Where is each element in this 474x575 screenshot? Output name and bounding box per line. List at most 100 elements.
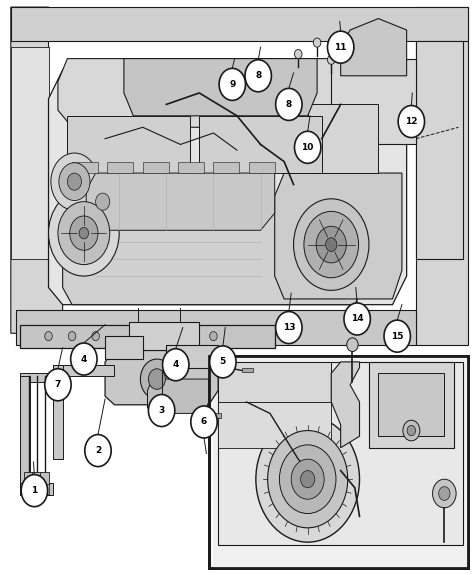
Polygon shape: [20, 373, 55, 382]
Text: 6: 6: [201, 417, 207, 427]
Circle shape: [291, 459, 324, 499]
Bar: [40, 472, 49, 485]
Circle shape: [163, 332, 170, 341]
Polygon shape: [331, 362, 359, 448]
Polygon shape: [16, 310, 416, 345]
Text: 11: 11: [335, 43, 347, 52]
Polygon shape: [67, 116, 190, 173]
Polygon shape: [20, 376, 30, 485]
Polygon shape: [108, 162, 133, 173]
Text: 4: 4: [81, 355, 87, 363]
Polygon shape: [166, 345, 218, 367]
Circle shape: [48, 190, 119, 276]
Bar: [33, 484, 40, 493]
Text: 5: 5: [220, 358, 226, 366]
Text: 15: 15: [391, 332, 403, 340]
Circle shape: [79, 228, 89, 239]
Text: 1: 1: [31, 486, 37, 495]
Bar: [209, 356, 468, 568]
Circle shape: [67, 173, 82, 190]
Polygon shape: [11, 47, 48, 259]
Text: 13: 13: [283, 323, 295, 332]
Circle shape: [140, 359, 173, 399]
Polygon shape: [143, 162, 169, 173]
Circle shape: [59, 163, 90, 201]
Circle shape: [90, 186, 116, 218]
Circle shape: [328, 55, 335, 64]
Polygon shape: [53, 365, 115, 376]
Circle shape: [268, 431, 348, 528]
Polygon shape: [105, 350, 218, 405]
Circle shape: [85, 435, 111, 466]
Circle shape: [328, 31, 354, 63]
Polygon shape: [275, 173, 402, 299]
Bar: [24, 472, 34, 485]
Polygon shape: [86, 173, 275, 230]
Polygon shape: [128, 322, 199, 350]
Polygon shape: [218, 362, 463, 545]
Text: 10: 10: [301, 143, 314, 152]
Text: 3: 3: [158, 406, 165, 415]
Circle shape: [21, 474, 47, 507]
Circle shape: [148, 394, 175, 427]
Circle shape: [45, 332, 52, 341]
Polygon shape: [11, 7, 63, 333]
Circle shape: [219, 68, 246, 101]
Text: 4: 4: [173, 361, 179, 369]
Polygon shape: [58, 59, 397, 127]
Bar: [209, 356, 468, 568]
Text: 14: 14: [351, 315, 364, 324]
Circle shape: [398, 106, 425, 137]
Circle shape: [51, 153, 98, 210]
Circle shape: [276, 312, 302, 344]
Polygon shape: [378, 373, 444, 436]
Text: 8: 8: [255, 71, 261, 80]
Polygon shape: [124, 59, 317, 116]
Polygon shape: [308, 105, 378, 173]
Circle shape: [70, 216, 98, 250]
Circle shape: [163, 348, 189, 381]
Circle shape: [294, 49, 302, 59]
Circle shape: [276, 89, 302, 120]
Polygon shape: [218, 362, 331, 402]
Polygon shape: [48, 70, 407, 305]
Text: 8: 8: [286, 100, 292, 109]
Polygon shape: [213, 356, 468, 568]
Circle shape: [438, 486, 450, 500]
Polygon shape: [331, 59, 416, 144]
Circle shape: [403, 420, 420, 441]
Polygon shape: [341, 18, 407, 76]
Polygon shape: [178, 162, 204, 173]
Circle shape: [245, 60, 272, 92]
Circle shape: [71, 343, 97, 375]
Text: 7: 7: [55, 380, 61, 389]
Polygon shape: [63, 202, 369, 305]
Circle shape: [210, 346, 236, 378]
Circle shape: [313, 38, 321, 47]
Bar: [25, 484, 33, 493]
Polygon shape: [416, 7, 468, 345]
Polygon shape: [147, 379, 209, 413]
Circle shape: [68, 332, 76, 341]
Circle shape: [148, 369, 165, 389]
Circle shape: [344, 303, 370, 335]
Circle shape: [433, 479, 456, 508]
Circle shape: [384, 320, 410, 352]
Bar: [41, 484, 48, 493]
Circle shape: [316, 227, 346, 263]
Bar: [209, 413, 220, 418]
Polygon shape: [20, 483, 53, 494]
Circle shape: [326, 237, 337, 251]
Polygon shape: [53, 365, 63, 459]
Bar: [32, 472, 41, 485]
Circle shape: [256, 416, 359, 542]
Text: 12: 12: [405, 117, 418, 126]
Polygon shape: [72, 162, 98, 173]
Circle shape: [279, 445, 336, 513]
Polygon shape: [369, 362, 454, 448]
Circle shape: [58, 202, 110, 264]
Bar: [242, 367, 254, 372]
Circle shape: [210, 332, 217, 341]
Polygon shape: [11, 7, 468, 41]
Circle shape: [45, 369, 71, 401]
